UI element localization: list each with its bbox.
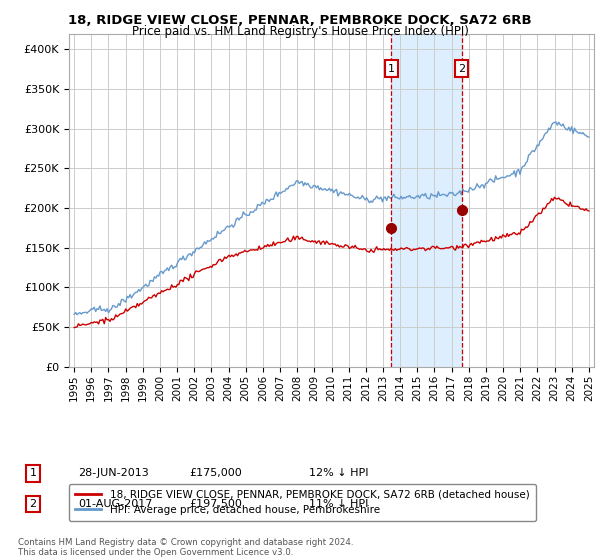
Text: 11% ↓ HPI: 11% ↓ HPI — [309, 499, 368, 509]
Text: 12% ↓ HPI: 12% ↓ HPI — [309, 468, 368, 478]
Legend: 18, RIDGE VIEW CLOSE, PENNAR, PEMBROKE DOCK, SA72 6RB (detached house), HPI: Ave: 18, RIDGE VIEW CLOSE, PENNAR, PEMBROKE D… — [69, 484, 536, 521]
Text: 2: 2 — [458, 64, 465, 73]
Text: 28-JUN-2013: 28-JUN-2013 — [78, 468, 149, 478]
Text: 2: 2 — [29, 499, 37, 509]
Text: 18, RIDGE VIEW CLOSE, PENNAR, PEMBROKE DOCK, SA72 6RB: 18, RIDGE VIEW CLOSE, PENNAR, PEMBROKE D… — [68, 14, 532, 27]
Text: Price paid vs. HM Land Registry's House Price Index (HPI): Price paid vs. HM Land Registry's House … — [131, 25, 469, 38]
Text: £175,000: £175,000 — [189, 468, 242, 478]
Bar — [391, 34, 461, 367]
Text: Contains HM Land Registry data © Crown copyright and database right 2024.
This d: Contains HM Land Registry data © Crown c… — [18, 538, 353, 557]
Text: 1: 1 — [388, 64, 395, 73]
Text: 01-AUG-2017: 01-AUG-2017 — [78, 499, 152, 509]
Text: £197,500: £197,500 — [189, 499, 242, 509]
Text: 1: 1 — [29, 468, 37, 478]
